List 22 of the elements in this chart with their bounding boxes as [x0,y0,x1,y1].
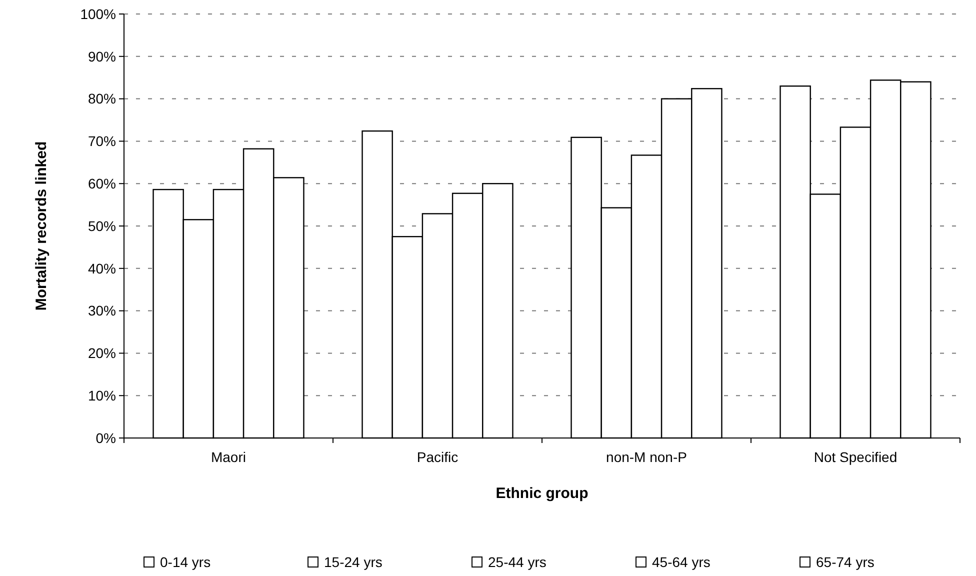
y-tick-label: 70% [88,133,116,150]
y-tick-label: 50% [88,218,116,234]
y-tick-label: 40% [88,260,116,276]
legend-label: 25-44 yrs [488,554,546,570]
x-tick-label: Maori [210,449,246,465]
legend-label: 65-74 yrs [816,554,874,570]
x-tick-label: Pacific [416,449,458,465]
y-tick-label: 20% [88,345,116,362]
y-tick-label: 60% [88,176,116,192]
y-tick-label: 80% [88,90,116,107]
legend-label: 0-14 yrs [160,554,211,570]
y-axis-title: Mortality records linked [33,141,50,311]
x-tick-label: non-M non-P [606,449,687,465]
y-tick-label: 0% [96,430,116,446]
x-axis-title: Ethnic group [496,485,588,502]
y-tick-label: 90% [88,48,116,64]
y-tick-label: 100% [80,6,116,22]
legend-label: 15-24 yrs [324,554,382,570]
y-tick-label: 30% [88,302,116,319]
legend-label: 45-64 yrs [652,554,710,570]
y-tick-label: 10% [88,388,116,404]
x-tick-label: Not Specified [814,449,898,465]
